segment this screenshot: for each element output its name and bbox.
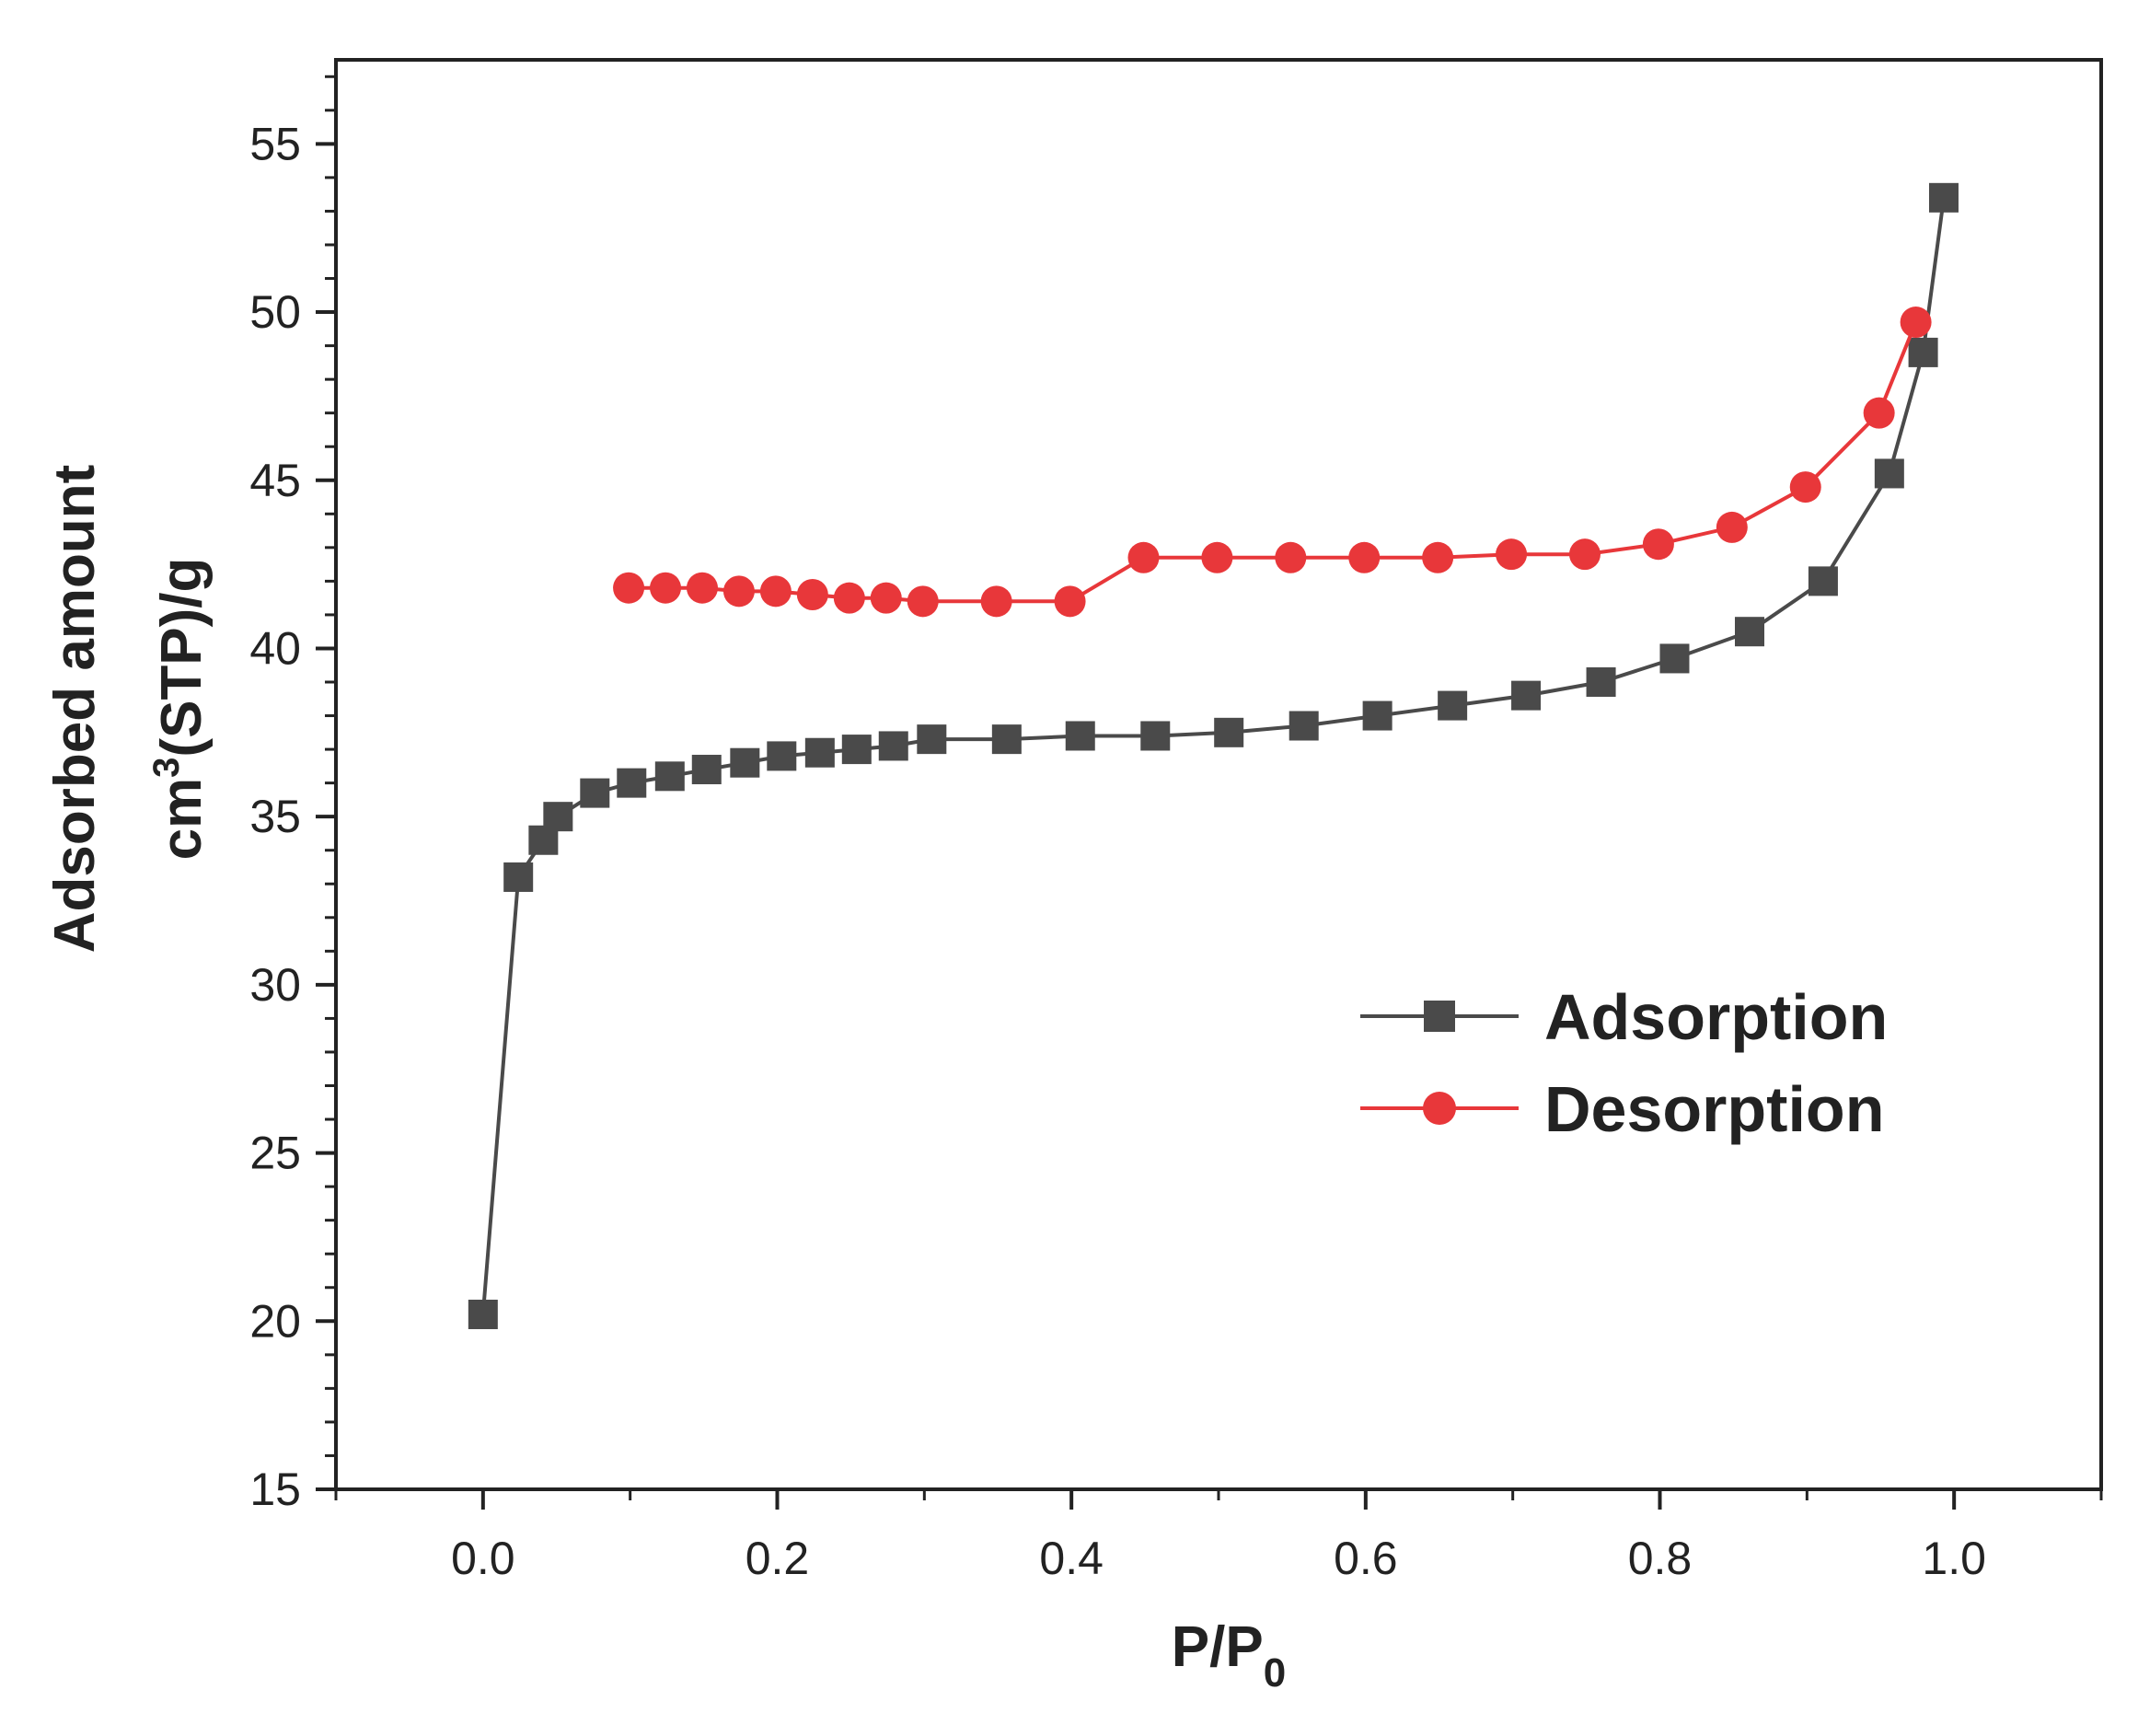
y-axis-title-unit-post: (STP)/g [150, 558, 214, 758]
desorption-point [907, 585, 939, 618]
y-axis-title-line1: Adsorbed amount [43, 465, 107, 953]
adsorption-point [1140, 721, 1171, 751]
adsorption-point [917, 724, 947, 755]
x-tick-label: 0.8 [1628, 1533, 1693, 1584]
x-axis-title-subscript: 0 [1264, 1650, 1286, 1695]
adsorption-point [1065, 721, 1095, 751]
y-axis-title-superscript: 3 [146, 758, 187, 778]
adsorption-point [730, 747, 760, 778]
adsorption-point [654, 761, 685, 792]
desorption-point [650, 572, 682, 604]
desorption-point [1127, 541, 1160, 573]
desorption-point [1789, 471, 1821, 503]
desorption-point [870, 582, 902, 614]
adsorption-point [1362, 700, 1393, 731]
y-tick-label: 35 [249, 791, 301, 842]
y-tick-label: 40 [249, 622, 301, 674]
desorption-point [722, 575, 755, 608]
adsorption-point [767, 741, 797, 771]
legend-marker-square [1424, 1001, 1455, 1032]
desorption-point [1900, 307, 1932, 339]
desorption-point [1422, 541, 1454, 573]
adsorption-point [543, 802, 573, 832]
x-axis-title-main: P/P [1172, 1615, 1264, 1679]
desorption-point [980, 585, 1012, 618]
x-tick-label: 0.6 [1334, 1533, 1398, 1584]
y-axis-title-unit-pre: cm [150, 778, 214, 861]
y-tick-label: 15 [249, 1464, 301, 1515]
adsorption-point [1734, 617, 1764, 647]
desorption-point [613, 572, 645, 604]
x-axis-title: P/P0 [1172, 1615, 1286, 1695]
legend-label-adsorption: Adsorption [1544, 981, 1888, 1053]
y-tick-label: 20 [249, 1295, 301, 1347]
adsorption-point [468, 1299, 498, 1329]
x-tick-label: 1.0 [1922, 1533, 1986, 1584]
series-line-desorption [629, 321, 1918, 604]
desorption-point [796, 579, 828, 611]
adsorption-point [1928, 182, 1959, 213]
adsorption-point [503, 862, 534, 892]
legend-marker-circle [1423, 1092, 1456, 1125]
x-tick-label: 0.4 [1039, 1533, 1104, 1584]
legend-label-desorption: Desorption [1544, 1073, 1884, 1145]
adsorption-point [1586, 667, 1616, 698]
adsorption-point [1659, 643, 1690, 674]
desorption-point [1863, 397, 1895, 429]
desorption-point [1568, 538, 1601, 571]
y-tick-label: 25 [249, 1128, 301, 1179]
desorption-point [759, 575, 792, 608]
adsorption-point [1908, 337, 1938, 367]
adsorption-point [804, 737, 835, 768]
x-tick-label: 0.2 [745, 1533, 810, 1584]
y-tick-label: 55 [249, 118, 301, 169]
desorption-point [1275, 541, 1307, 573]
adsorption-point [580, 778, 610, 808]
adsorption-point [841, 735, 872, 765]
desorption-point [1496, 538, 1528, 571]
desorption-point [686, 572, 718, 604]
desorption-point [1201, 541, 1233, 573]
plot-frame [334, 58, 2103, 1491]
adsorption-point [691, 755, 722, 785]
y-tick-label: 50 [249, 286, 301, 338]
adsorption-point [1214, 717, 1244, 747]
adsorption-point [878, 731, 908, 761]
desorption-point [1716, 511, 1748, 543]
adsorption-point [1874, 458, 1904, 489]
adsorption-point [1438, 690, 1468, 721]
desorption-point [1348, 541, 1381, 573]
y-axis-title-line2: cm3(STP)/g [146, 558, 214, 861]
desorption-point [1054, 585, 1086, 618]
adsorption-point [1808, 566, 1838, 596]
desorption-point [1642, 528, 1674, 561]
adsorption-point [1511, 680, 1542, 711]
adsorption-point [617, 768, 647, 798]
adsorption-point [1289, 711, 1319, 741]
adsorption-point [991, 724, 1022, 755]
y-tick-label: 45 [249, 455, 301, 506]
y-tick-label: 30 [249, 959, 301, 1011]
x-tick-label: 0.0 [451, 1533, 515, 1584]
desorption-point [833, 582, 865, 614]
